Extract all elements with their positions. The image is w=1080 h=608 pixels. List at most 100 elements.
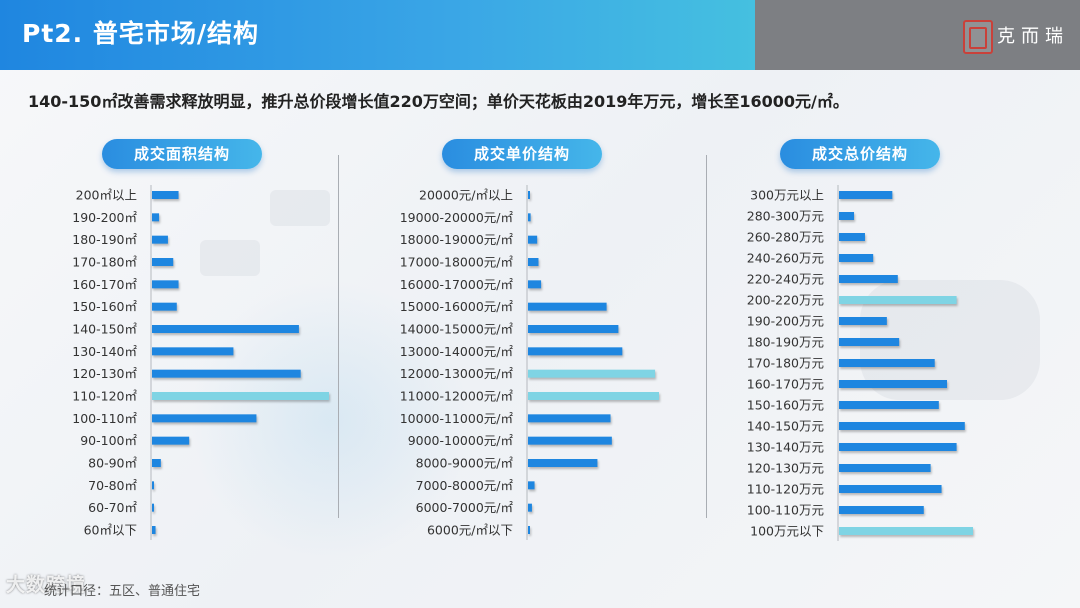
bar-area <box>152 325 299 333</box>
tick-label-unit-price: 11000-12000元/㎡ <box>400 389 514 404</box>
chart-divider <box>706 155 707 518</box>
bar-total-price <box>839 317 887 325</box>
tick-label-area: 70-80㎡ <box>88 478 137 493</box>
bar-total-price <box>839 296 957 304</box>
tick-label-area: 110-120㎡ <box>72 389 137 404</box>
bar-unit-price <box>528 347 623 356</box>
tick-label-total-price: 240-260万元 <box>747 251 824 266</box>
bar-total-price <box>839 527 973 535</box>
tick-label-unit-price: 15000-16000元/㎡ <box>400 299 514 314</box>
bar-unit-price <box>528 258 539 266</box>
bar-total-price <box>839 254 874 262</box>
header-bar: Pt2. 普宅市场/结构 克而瑞 <box>0 0 1080 70</box>
tick-label-total-price: 280-300万元 <box>747 209 824 224</box>
tick-label-area: 170-180㎡ <box>72 255 137 270</box>
tick-label-total-price: 300万元以上 <box>750 188 824 203</box>
bar-total-price <box>839 380 948 388</box>
tick-label-total-price: 100万元以下 <box>750 524 824 539</box>
tick-label-unit-price: 6000-7000元/㎡ <box>416 500 514 515</box>
bar-area <box>152 235 168 244</box>
tick-label-unit-price: 10000-11000元/㎡ <box>400 411 514 426</box>
tick-label-total-price: 220-240万元 <box>747 272 824 287</box>
bar-area <box>152 392 329 400</box>
bar-area <box>152 481 154 490</box>
page-title: Pt2. 普宅市场/结构 <box>22 19 260 48</box>
chart-title-unit-price: 成交单价结构 <box>442 139 602 169</box>
tick-label-total-price: 180-190万元 <box>747 335 824 350</box>
bar-area <box>152 347 234 356</box>
chart-title-area: 成交面积结构 <box>102 139 262 169</box>
tick-label-total-price: 170-180万元 <box>747 356 824 371</box>
tick-label-total-price: 200-220万元 <box>747 293 824 308</box>
bar-area <box>152 213 160 222</box>
bar-unit-price <box>528 392 659 400</box>
bar-unit-price <box>528 459 598 467</box>
tick-label-total-price: 150-160万元 <box>747 398 824 413</box>
tick-label-area: 200㎡以上 <box>76 188 137 203</box>
tick-label-unit-price: 8000-9000元/㎡ <box>416 456 514 471</box>
tick-label-area: 60㎡以下 <box>84 523 137 538</box>
bar-total-price <box>839 401 939 409</box>
tick-label-unit-price: 6000元/㎡以下 <box>427 523 513 538</box>
tick-label-area: 60-70㎡ <box>88 500 137 515</box>
bar-unit-price <box>528 213 531 222</box>
bar-area <box>152 414 257 423</box>
tick-label-area: 150-160㎡ <box>72 299 137 314</box>
bar-unit-price <box>528 191 530 199</box>
bar-unit-price <box>528 414 611 423</box>
tick-label-total-price: 160-170万元 <box>747 377 824 392</box>
chart-title-total-price: 成交总价结构 <box>780 139 940 169</box>
tick-label-area: 160-170㎡ <box>72 277 137 292</box>
tick-label-area: 80-90㎡ <box>88 456 137 471</box>
tick-label-area: 130-140㎡ <box>72 344 137 359</box>
watermark: 大数跨境 <box>6 574 87 596</box>
tick-label-unit-price: 16000-17000元/㎡ <box>400 277 514 292</box>
tick-label-total-price: 100-110万元 <box>747 503 824 518</box>
headline-summary: 140-150㎡改善需求释放明显，推升总价段增长值220万空间；单价天花板由20… <box>28 92 849 111</box>
bar-total-price <box>839 359 935 367</box>
bar-total-price <box>839 464 931 472</box>
tick-label-total-price: 260-280万元 <box>747 230 824 245</box>
tick-label-total-price: 190-200万元 <box>747 314 824 329</box>
bar-area <box>152 436 190 445</box>
bar-total-price <box>839 422 965 430</box>
bar-total-price <box>839 338 900 346</box>
tick-label-area: 100-110㎡ <box>72 411 137 426</box>
bar-area <box>152 280 179 289</box>
bar-unit-price <box>528 481 535 490</box>
tick-label-total-price: 120-130万元 <box>747 461 824 476</box>
tick-label-unit-price: 20000元/㎡以上 <box>419 188 513 203</box>
brand-name: 克而瑞 <box>997 26 1069 47</box>
background-decoration <box>200 240 260 276</box>
tick-label-area: 90-100㎡ <box>80 433 137 448</box>
bar-unit-price <box>528 302 607 311</box>
bar-unit-price <box>528 369 656 378</box>
tick-label-unit-price: 13000-14000元/㎡ <box>400 344 514 359</box>
tick-label-area: 180-190㎡ <box>72 232 137 247</box>
bar-total-price <box>839 506 924 514</box>
tick-label-area: 190-200㎡ <box>72 210 137 225</box>
tick-label-unit-price: 14000-15000元/㎡ <box>400 322 514 337</box>
tick-label-total-price: 130-140万元 <box>747 440 824 455</box>
tick-label-area: 120-130㎡ <box>72 366 137 381</box>
bar-total-price <box>839 485 942 493</box>
bar-unit-price <box>528 503 532 512</box>
bar-area <box>152 503 154 512</box>
bar-total-price <box>839 212 855 220</box>
tick-label-unit-price: 7000-8000元/㎡ <box>416 478 514 493</box>
bar-unit-price <box>528 526 530 534</box>
bar-unit-price <box>528 325 619 333</box>
bar-area <box>152 258 174 266</box>
tick-label-area: 140-150㎡ <box>72 322 137 337</box>
bar-unit-price <box>528 436 612 445</box>
brand-seal-icon <box>963 20 993 54</box>
tick-label-unit-price: 12000-13000元/㎡ <box>400 366 514 381</box>
bar-area <box>152 459 161 467</box>
bar-total-price <box>839 275 898 283</box>
header-accent <box>0 0 755 70</box>
bar-unit-price <box>528 235 538 244</box>
footer-note: 统计口径：五区、普通住宅 <box>44 584 201 599</box>
background-decoration <box>270 190 330 226</box>
chart-divider <box>338 155 339 518</box>
